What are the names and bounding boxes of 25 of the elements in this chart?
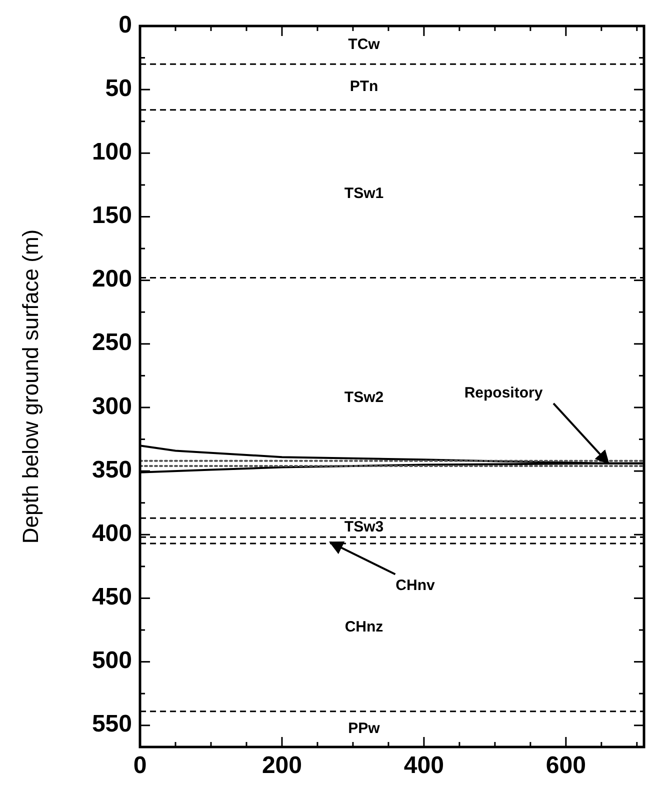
annotation: TSw1 xyxy=(344,184,384,202)
y-tick-label: 400 xyxy=(92,520,132,547)
y-tick-label: 500 xyxy=(92,647,132,674)
y-tick-label: 250 xyxy=(92,329,132,356)
annotation: PTn xyxy=(350,78,378,96)
y-tick-label: 50 xyxy=(105,74,132,102)
y-tick-label: 150 xyxy=(92,202,132,230)
y-tick-label: 200 xyxy=(92,266,132,293)
annotation: PPw xyxy=(348,720,380,738)
y-tick-label: 100 xyxy=(92,138,132,166)
x-tick-label: 600 xyxy=(546,752,586,779)
annotation: TSw3 xyxy=(344,518,384,536)
y-tick-label: 550 xyxy=(92,710,132,738)
annotation: CHnv xyxy=(396,577,436,594)
x-tick-label: 400 xyxy=(404,752,444,779)
annotation: Repository xyxy=(464,384,544,402)
annotation: CHnz xyxy=(344,618,384,636)
y-axis-title: Depth below ground surface (m) xyxy=(18,229,43,544)
annotation: TSw2 xyxy=(344,388,384,406)
x-tick-label: 200 xyxy=(262,752,302,779)
y-tick-label: 0 xyxy=(118,11,132,38)
annotation: TCw xyxy=(348,36,380,54)
y-tick-label: 450 xyxy=(92,584,132,611)
y-tick-label: 300 xyxy=(92,392,132,420)
y-tick-label: 350 xyxy=(92,456,132,484)
